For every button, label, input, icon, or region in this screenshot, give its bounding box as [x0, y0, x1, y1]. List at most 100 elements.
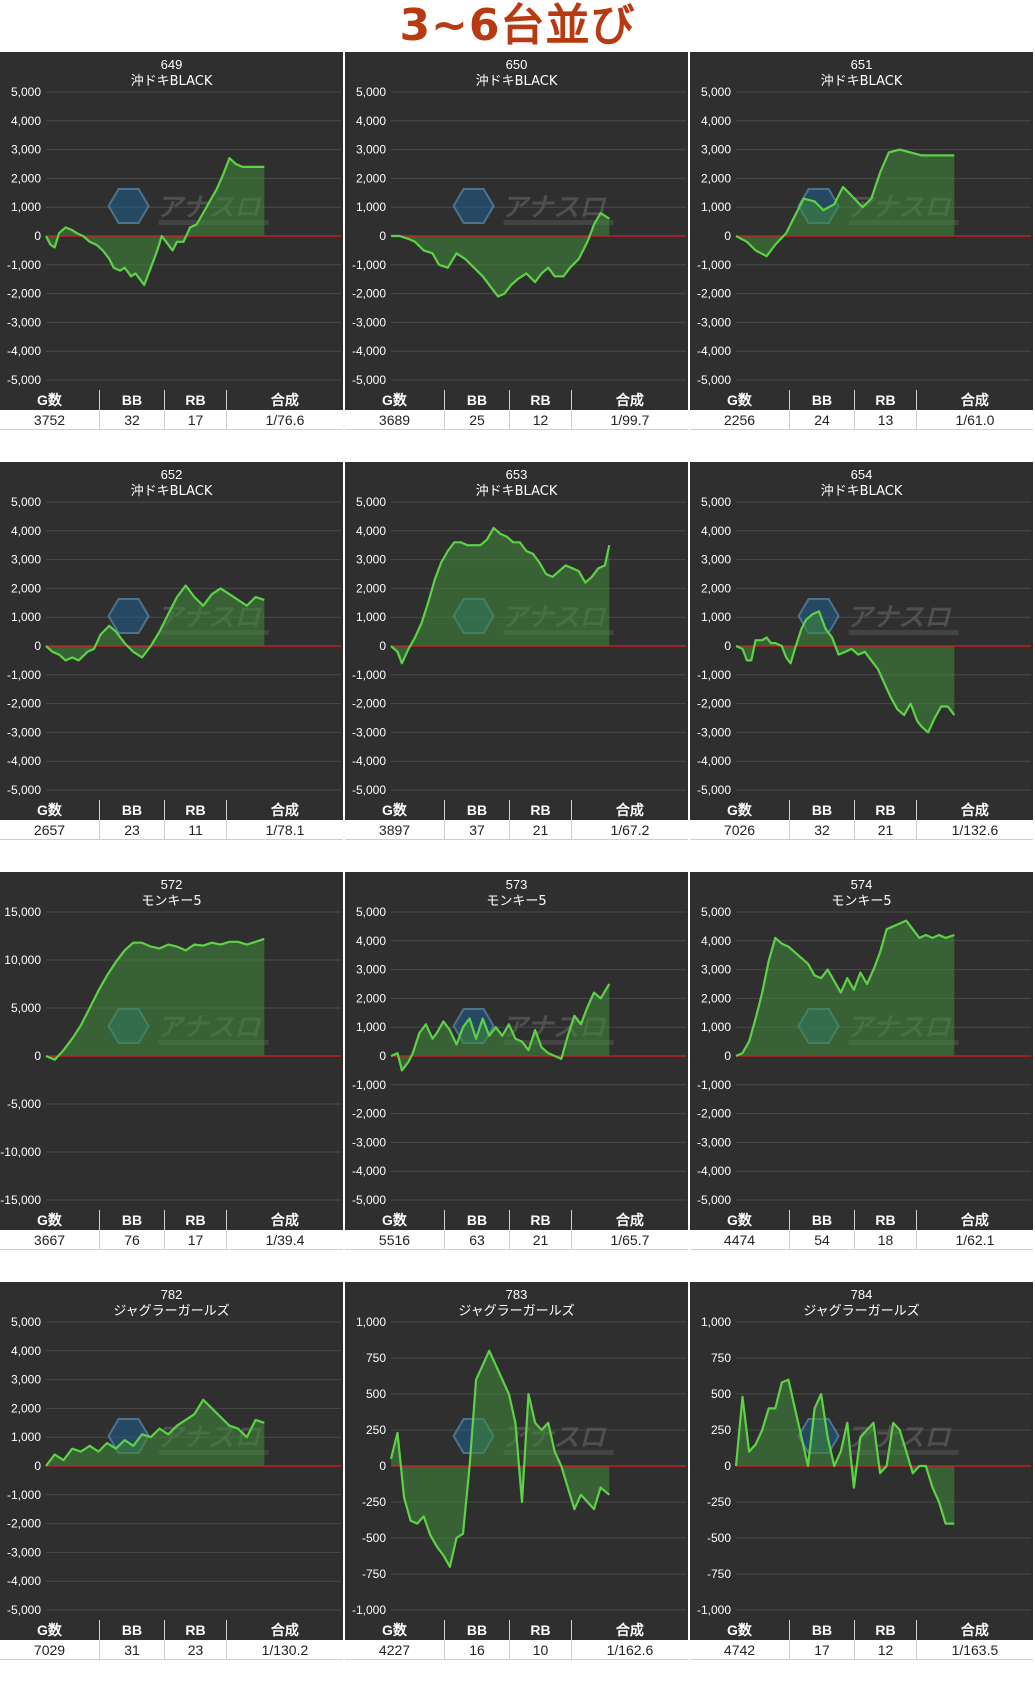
y-tick-label: 1,000 [356, 200, 386, 214]
y-tick-label: -5,000 [697, 373, 731, 387]
stats-value-bb: 23 [99, 820, 166, 840]
stats-value-bb: 76 [99, 1230, 166, 1250]
y-tick-label: 4,000 [11, 114, 41, 128]
machine-name: 沖ドキBLACK [131, 484, 213, 499]
area-fill [391, 213, 610, 297]
y-tick-label: 5,000 [11, 495, 41, 509]
stats-value-combined: 1/65.7 [571, 1230, 688, 1250]
stats-value-combined: 1/76.6 [226, 410, 343, 430]
stats-header-games: G数 [690, 800, 790, 820]
y-tick-label: 0 [379, 229, 386, 243]
machine-name: モンキー5 [831, 894, 891, 909]
machine-name: 沖ドキBLACK [821, 484, 903, 499]
chart-svg: 5,000 4,000 3,000 2,000 1,000 0 -1,000 -2,000 -3… [352, 467, 686, 797]
y-tick-label: -1,000 [697, 258, 731, 272]
stats-value-games: 3752 [0, 410, 100, 430]
stats-header-combined: 合成 [226, 1620, 343, 1640]
stats-value-combined: 1/130.2 [226, 1640, 343, 1660]
stats-value-games: 2657 [0, 820, 100, 840]
svg-text:アナスロ: アナスロ [847, 603, 952, 633]
y-tick-label: -1,000 [7, 668, 41, 682]
stats-header-bb: BB [99, 800, 166, 820]
chart-svg: 5,000 4,000 3,000 2,000 1,000 0 -1,000 -2,000 -3… [352, 57, 686, 387]
chart-svg: 1,0007505002500-250-500-750-1,000アナスロ784… [697, 1287, 1031, 1617]
machine-name: モンキー5 [486, 894, 546, 909]
stats-header-combined: 合成 [226, 390, 343, 410]
y-tick-label: 5,000 [11, 1001, 41, 1015]
area-fill [736, 611, 955, 733]
stats-header-rb: RB [509, 1620, 572, 1640]
stats-value-games: 4227 [345, 1640, 445, 1660]
stats-header-bb: BB [789, 800, 856, 820]
area-fill [391, 984, 610, 1071]
chart-area: 5,000 4,000 3,000 2,000 1,000 0 -1,000 -2,000 -3… [690, 52, 1033, 390]
machine-name: ジャグラーガールズ [458, 1303, 574, 1319]
stats-value-combined: 1/78.1 [226, 820, 343, 840]
machine-panel: 15,00010,0005,0000-5,000-10,000-15,000アナ… [0, 872, 343, 1250]
y-tick-label: -4,000 [7, 754, 41, 768]
y-tick-label: 0 [34, 1459, 41, 1473]
stats-header-games: G数 [345, 390, 445, 410]
stats-table: G数 BB RB 合成 2657 23 11 1/78.1 [0, 800, 343, 840]
y-tick-label: -1,000 [7, 258, 41, 272]
chart-svg: 5,000 4,000 3,000 2,000 1,000 0 -1,000 -2,000 -3… [697, 57, 1031, 387]
y-tick-label: 5,000 [356, 85, 386, 99]
y-tick-label: -2,000 [7, 697, 41, 711]
area-fill [391, 1350, 610, 1567]
y-tick-label: 0 [724, 1049, 731, 1063]
chart-svg: 1,0007505002500-250-500-750-1,000アナスロ783… [352, 1287, 686, 1617]
y-tick-label: 1,000 [356, 610, 386, 624]
chart-area: 5,000 4,000 3,000 2,000 1,000 0 -1,000 -2,000 -3… [0, 1282, 343, 1620]
y-tick-label: 5,000 [11, 85, 41, 99]
machine-panel: 5,000 4,000 3,000 2,000 1,000 0 -1,000 -2,000 -3… [345, 52, 688, 430]
stats-header-combined: 合成 [916, 1210, 1033, 1230]
y-tick-label: 0 [724, 639, 731, 653]
stats-value-combined: 1/39.4 [226, 1230, 343, 1250]
stats-header-rb: RB [854, 800, 917, 820]
y-tick-label: 1,000 [701, 1020, 731, 1034]
machine-number: 783 [506, 1287, 528, 1302]
y-tick-label: 4,000 [356, 934, 386, 948]
y-tick-label: 0 [724, 1459, 731, 1473]
machine-name: 沖ドキBLACK [476, 74, 558, 89]
stats-value-rb: 17 [164, 410, 227, 430]
y-tick-label: 0 [379, 1459, 386, 1473]
y-tick-label: 5,000 [11, 1315, 41, 1329]
area-fill [736, 1379, 955, 1524]
y-tick-label: 10,000 [4, 953, 41, 967]
y-tick-label: -2,000 [697, 287, 731, 301]
stats-table: G数 BB RB 合成 3689 25 12 1/99.7 [345, 390, 688, 430]
area-fill [736, 149, 955, 257]
chart-area: 5,000 4,000 3,000 2,000 1,000 0 -1,000 -2,000 -3… [345, 52, 688, 390]
stats-value-games: 3689 [345, 410, 445, 430]
stats-header-games: G数 [345, 1210, 445, 1230]
y-tick-label: 2,000 [701, 991, 731, 1005]
y-tick-label: 2,000 [356, 171, 386, 185]
stats-value-games: 3667 [0, 1230, 100, 1250]
y-tick-label: 1,000 [11, 610, 41, 624]
machine-name: モンキー5 [141, 894, 201, 909]
y-tick-label: -1,000 [697, 1078, 731, 1092]
machine-number: 654 [851, 467, 873, 482]
stats-value-rb: 12 [509, 410, 572, 430]
area-fill [391, 527, 610, 664]
y-tick-label: 0 [724, 229, 731, 243]
machine-panel: 5,000 4,000 3,000 2,000 1,000 0 -1,000 -2,000 -3… [0, 462, 343, 840]
y-tick-label: 1,000 [11, 200, 41, 214]
chart-svg: 5,000 4,000 3,000 2,000 1,000 0 -1,000 -2,000 -3… [352, 877, 686, 1207]
y-tick-label: -2,000 [352, 697, 386, 711]
chart-area: 1,0007505002500-250-500-750-1,000アナスロ784… [690, 1282, 1033, 1620]
stats-header-games: G数 [0, 1620, 100, 1640]
stats-value-games: 7026 [690, 820, 790, 840]
area-fill [46, 585, 265, 661]
y-tick-label: -2,000 [352, 287, 386, 301]
y-tick-label: -1,000 [352, 1603, 386, 1617]
stats-header-rb: RB [164, 1620, 227, 1640]
y-tick-label: -5,000 [697, 1193, 731, 1207]
y-tick-label: -15,000 [0, 1193, 41, 1207]
y-tick-label: 4,000 [11, 524, 41, 538]
chart-area: 5,000 4,000 3,000 2,000 1,000 0 -1,000 -2,000 -3… [345, 462, 688, 800]
stats-header-rb: RB [509, 1210, 572, 1230]
y-tick-label: -5,000 [352, 373, 386, 387]
stats-header-rb: RB [854, 1210, 917, 1230]
